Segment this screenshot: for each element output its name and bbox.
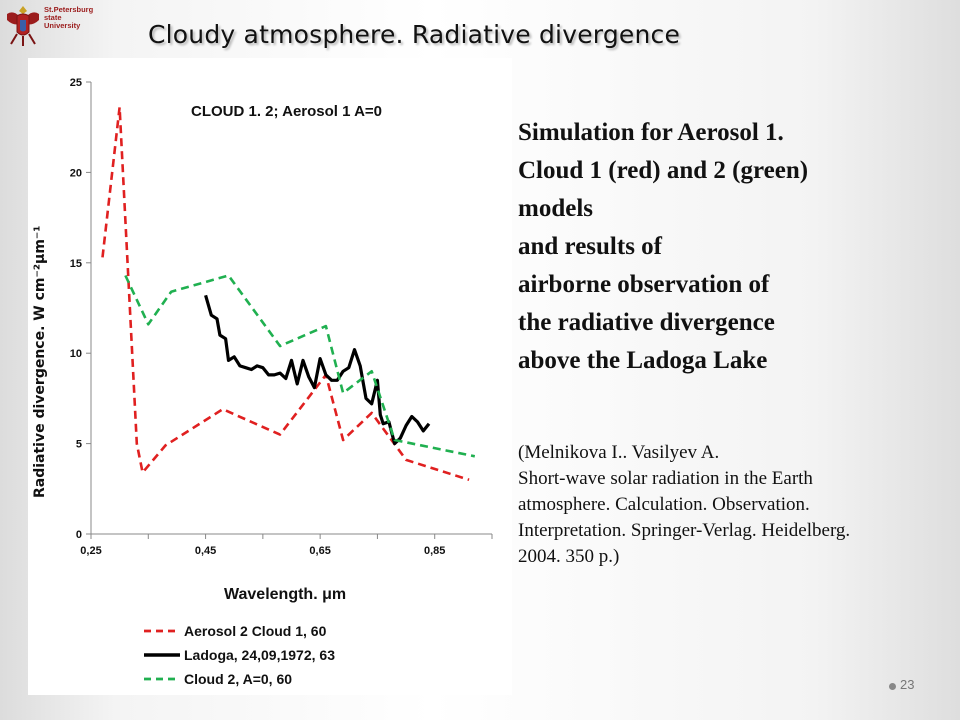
description-line: Cloud 1 (red) and 2 (green) xyxy=(518,157,809,184)
chart-axes: 0 5 10 15 20 25 0,25 0,45 0,65 0,85 xyxy=(70,77,493,557)
reference-text: (Melnikova I.. Vasilyev A. Short-wave so… xyxy=(518,440,948,570)
legend-label: Cloud 2, A=0, 60 xyxy=(184,671,292,687)
x-tick-label: 0,45 xyxy=(195,545,216,557)
radiative-divergence-chart: 0 5 10 15 20 25 0,25 0,45 0,65 0,85 CLOUD 1. 2; A… xyxy=(32,77,493,687)
description-line: and results of xyxy=(518,233,663,260)
university-logo: St.Petersburg state University xyxy=(0,0,102,52)
chart-legend: Aerosol 2 Cloud 1, 60 Ladoga, 24,09,1972,… xyxy=(144,623,335,687)
university-name: St.Petersburg state University xyxy=(44,6,102,30)
y-tick-label: 0 xyxy=(76,529,82,541)
description-line: airborne observation of xyxy=(518,271,770,298)
y-tick-label: 20 xyxy=(70,167,82,179)
chart-title: CLOUD 1. 2; Aerosol 1 A=0 xyxy=(191,103,382,120)
reference-line: (Melnikova I.. Vasilyev A. xyxy=(518,442,720,463)
y-tick-label: 5 xyxy=(76,439,82,451)
slide-title: Cloudy atmosphere. Radiative divergence xyxy=(148,20,681,49)
description-line: the radiative divergence xyxy=(518,309,775,336)
description-line: models xyxy=(518,195,593,222)
university-name-line: St.Petersburg xyxy=(44,5,94,14)
reference-line: 2004. 350 p.) xyxy=(518,546,620,567)
reference-line: atmosphere. Calculation. Observation. xyxy=(518,494,810,515)
university-name-line: state xyxy=(44,13,62,22)
page-number: 23 xyxy=(900,677,915,692)
y-tick-label: 15 xyxy=(70,258,82,270)
x-axis-label: Wavelength. μm xyxy=(224,586,346,603)
x-tick-label: 0,65 xyxy=(309,545,330,557)
legend-label: Ladoga, 24,09,1972, 63 xyxy=(184,647,335,663)
reference-line: Interpretation. Springer-Verlag. Heidelb… xyxy=(518,520,851,541)
series-line-3 xyxy=(124,274,476,458)
description-line: Simulation for Aerosol 1. xyxy=(518,119,784,146)
chart-panel: 0 5 10 15 20 25 0,25 0,45 0,65 0,85 CLOUD 1. 2; A… xyxy=(28,58,512,695)
university-name-line: University xyxy=(44,21,81,30)
x-tick-label: 0,85 xyxy=(424,545,445,557)
description-text: Simulation for Aerosol 1. Cloud 1 (red) … xyxy=(518,114,938,380)
y-tick-label: 25 xyxy=(70,77,82,89)
reference-line: Short-wave solar radiation in the Earth xyxy=(518,468,813,489)
y-tick-label: 10 xyxy=(70,348,82,360)
series-line-1 xyxy=(101,106,470,482)
chart-series-layer xyxy=(101,106,476,482)
x-tick-label: 0,25 xyxy=(80,545,101,557)
double-eagle-crest-icon xyxy=(7,6,39,46)
y-axis-label: Radiative divergence. W cm⁻²μm⁻¹ xyxy=(32,226,48,498)
page-number-dot xyxy=(889,683,896,690)
series-line-2 xyxy=(204,294,431,446)
description-line: above the Ladoga Lake xyxy=(518,347,768,374)
legend-label: Aerosol 2 Cloud 1, 60 xyxy=(184,623,327,639)
